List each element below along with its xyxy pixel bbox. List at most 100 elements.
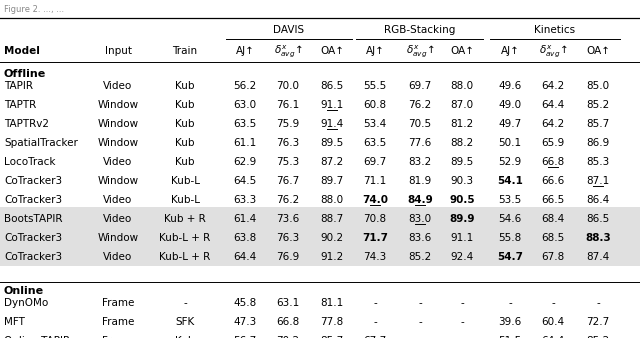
Text: 63.8: 63.8 (234, 233, 257, 243)
Text: Kinetics: Kinetics (534, 25, 575, 35)
Text: 83.6: 83.6 (408, 233, 431, 243)
Text: 66.8: 66.8 (276, 317, 300, 327)
Text: -: - (460, 317, 464, 327)
Text: Online TAPIR: Online TAPIR (4, 336, 70, 338)
Text: 66.6: 66.6 (541, 176, 564, 186)
Text: 90.5: 90.5 (449, 195, 475, 205)
Text: 55.8: 55.8 (499, 233, 522, 243)
Text: 76.1: 76.1 (276, 100, 300, 110)
Text: Frame: Frame (102, 317, 134, 327)
Text: OA↑: OA↑ (586, 46, 610, 56)
Text: 71.7: 71.7 (362, 233, 388, 243)
Text: DynOMo: DynOMo (4, 298, 48, 308)
Text: 67.8: 67.8 (541, 252, 564, 262)
Text: 85.2: 85.2 (586, 100, 610, 110)
Text: 55.5: 55.5 (364, 81, 387, 91)
Text: 70.2: 70.2 (276, 336, 300, 338)
Text: 63.3: 63.3 (234, 195, 257, 205)
Text: Kub + R: Kub + R (164, 214, 206, 224)
Text: 90.3: 90.3 (451, 176, 474, 186)
Text: 88.3: 88.3 (585, 233, 611, 243)
Text: -: - (373, 298, 377, 308)
Text: CoTracker3: CoTracker3 (4, 176, 62, 186)
Text: 91.2: 91.2 (321, 252, 344, 262)
Text: BootsTAPIR: BootsTAPIR (4, 214, 63, 224)
Text: 72.7: 72.7 (586, 317, 610, 327)
Text: Kub: Kub (175, 138, 195, 148)
Text: 87.1: 87.1 (586, 176, 610, 186)
Text: 85.7: 85.7 (586, 119, 610, 129)
Text: 89.5: 89.5 (321, 138, 344, 148)
Text: 65.9: 65.9 (541, 138, 564, 148)
Text: TAPIR: TAPIR (4, 81, 33, 91)
Text: 53.5: 53.5 (499, 195, 522, 205)
Text: Online: Online (4, 286, 44, 296)
Text: 91.1: 91.1 (321, 100, 344, 110)
Text: 49.0: 49.0 (499, 100, 522, 110)
Text: 70.8: 70.8 (364, 214, 387, 224)
Text: 83.0: 83.0 (408, 214, 431, 224)
Text: Window: Window (97, 100, 139, 110)
Text: 68.5: 68.5 (541, 233, 564, 243)
Text: 81.2: 81.2 (451, 119, 474, 129)
Text: 60.4: 60.4 (541, 317, 564, 327)
Text: Video: Video (104, 252, 132, 262)
Text: CoTracker3: CoTracker3 (4, 252, 62, 262)
Text: 85.2: 85.2 (586, 336, 610, 338)
Text: 64.2: 64.2 (541, 119, 564, 129)
Text: Kub-L + R: Kub-L + R (159, 233, 211, 243)
Text: 54.1: 54.1 (497, 176, 523, 186)
Text: Window: Window (97, 119, 139, 129)
Text: CoTracker3: CoTracker3 (4, 195, 62, 205)
Text: 64.4: 64.4 (234, 252, 257, 262)
Text: 71.1: 71.1 (364, 176, 387, 186)
Text: Video: Video (104, 81, 132, 91)
Text: 88.0: 88.0 (451, 81, 474, 91)
Text: 45.8: 45.8 (234, 298, 257, 308)
Text: 64.4: 64.4 (541, 336, 564, 338)
Text: 75.9: 75.9 (276, 119, 300, 129)
Text: 47.3: 47.3 (234, 317, 257, 327)
Text: 70.5: 70.5 (408, 119, 431, 129)
Text: MFT: MFT (4, 317, 25, 327)
Text: 86.5: 86.5 (321, 81, 344, 91)
Text: 54.7: 54.7 (497, 252, 523, 262)
Text: Kub-L: Kub-L (170, 176, 200, 186)
Text: 53.4: 53.4 (364, 119, 387, 129)
Text: 76.7: 76.7 (276, 176, 300, 186)
Text: Video: Video (104, 214, 132, 224)
Text: 87.2: 87.2 (321, 157, 344, 167)
Text: TAPTR: TAPTR (4, 100, 36, 110)
Text: 77.6: 77.6 (408, 138, 431, 148)
Text: 81.9: 81.9 (408, 176, 431, 186)
Text: 85.3: 85.3 (586, 157, 610, 167)
Text: 76.9: 76.9 (276, 252, 300, 262)
Text: 87.0: 87.0 (451, 100, 474, 110)
Text: 64.4: 64.4 (541, 100, 564, 110)
Text: Window: Window (97, 138, 139, 148)
Text: 76.2: 76.2 (408, 100, 431, 110)
Text: $\delta^{x}_{avg}$↑: $\delta^{x}_{avg}$↑ (406, 43, 435, 59)
Text: AJ↑: AJ↑ (365, 46, 385, 56)
Text: 85.0: 85.0 (586, 81, 609, 91)
Text: 86.4: 86.4 (586, 195, 610, 205)
Text: 62.9: 62.9 (234, 157, 257, 167)
Text: -: - (460, 336, 464, 338)
Text: -: - (418, 298, 422, 308)
Text: 52.9: 52.9 (499, 157, 522, 167)
Text: 70.0: 70.0 (276, 81, 300, 91)
Text: 90.2: 90.2 (321, 233, 344, 243)
Text: SFK: SFK (175, 317, 195, 327)
Text: -: - (183, 298, 187, 308)
Text: 54.6: 54.6 (499, 214, 522, 224)
Text: 63.5: 63.5 (234, 119, 257, 129)
Text: 76.3: 76.3 (276, 233, 300, 243)
Text: 64.2: 64.2 (541, 81, 564, 91)
Text: -: - (508, 298, 512, 308)
Text: 56.7: 56.7 (234, 336, 257, 338)
Text: 88.2: 88.2 (451, 138, 474, 148)
Text: Kub: Kub (175, 100, 195, 110)
Text: 56.2: 56.2 (234, 81, 257, 91)
Text: LocoTrack: LocoTrack (4, 157, 56, 167)
Text: 63.0: 63.0 (234, 100, 257, 110)
